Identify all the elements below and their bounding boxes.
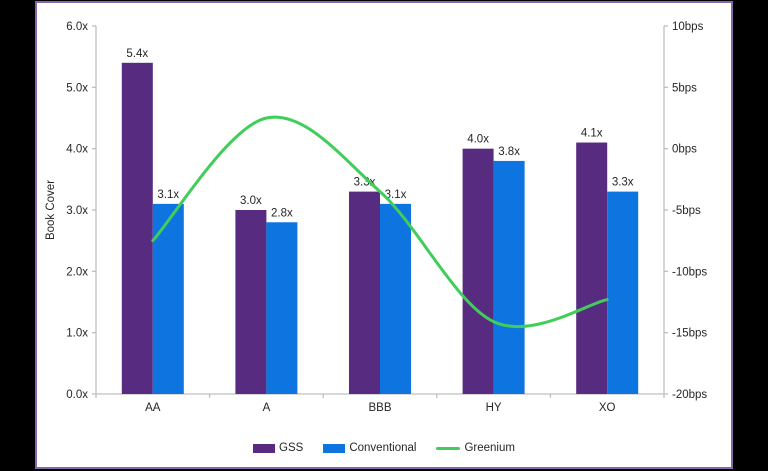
gss-bar-label: 5.4x (126, 48, 148, 60)
category-label-a: A (263, 402, 271, 414)
legend-label-greenium: Greenium (464, 442, 515, 454)
conventional-bar-label: 2.8x (271, 207, 293, 219)
right-axis-tick-label: -20bps (672, 389, 707, 401)
conventional-bar-label: 3.8x (498, 146, 520, 158)
left-axis-tick-label: 1.0x (66, 328, 88, 340)
legend-swatch-conventional (323, 444, 346, 454)
left-axis-tick-label: 5.0x (66, 82, 88, 94)
gss-bar-a (235, 210, 267, 394)
gss-bar-hy (462, 148, 494, 394)
conventional-bar-bbb (380, 203, 411, 394)
left-axis-tick-label: 0.0x (66, 389, 88, 401)
left-axis-tick-label: 3.0x (66, 205, 88, 217)
category-label-hy: HY (486, 402, 502, 414)
left-axis-tick-label: 4.0x (66, 144, 88, 156)
y-axis-title: Book Cover (45, 180, 57, 240)
category-label-xo: XO (599, 402, 616, 414)
right-axis-tick-label: -5bps (672, 205, 701, 217)
conventional-bar-a (266, 222, 298, 394)
gss-bar-label: 4.1x (581, 128, 603, 140)
conventional-bar-label: 3.1x (385, 189, 407, 201)
gss-bar-label: 3.0x (240, 195, 262, 207)
category-label-aa: AA (145, 402, 161, 414)
right-axis-tick-label: 10bps (672, 21, 704, 33)
gss-bar-label: 3.3x (354, 177, 376, 189)
legend-item-conventional: Conventional (323, 442, 417, 455)
legend-label-gss: GSS (279, 442, 304, 454)
right-axis-tick-label: -15bps (672, 328, 707, 340)
gss-bar-xo (576, 142, 608, 394)
conventional-bar-aa (152, 203, 184, 394)
greenium-line (151, 115, 609, 328)
right-axis-tick-label: 0bps (672, 144, 697, 156)
right-axis-tick-label: 5bps (672, 82, 697, 94)
legend-label-conventional: Conventional (349, 442, 417, 454)
left-axis-tick-label: 2.0x (66, 266, 88, 278)
gss-bar-bbb (349, 191, 380, 394)
conventional-bar-label: 3.3x (612, 177, 634, 189)
legend-swatch-gss (253, 444, 276, 454)
conventional-bar-xo (607, 191, 639, 394)
right-axis-tick-label: -10bps (672, 266, 707, 278)
legend-swatch-greenium (436, 447, 461, 451)
gss-bar-aa (121, 62, 153, 395)
conventional-bar-label: 3.1x (157, 189, 179, 201)
legend-item-greenium: Greenium (436, 442, 515, 455)
left-axis-tick-label: 6.0x (66, 21, 88, 33)
legend: GSS Conventional Greenium (35, 442, 733, 455)
gss-bar-label: 4.0x (467, 134, 489, 146)
legend-item-gss: GSS (253, 442, 304, 455)
category-label-bbb: BBB (368, 402, 391, 414)
conventional-bar-hy (493, 160, 525, 394)
